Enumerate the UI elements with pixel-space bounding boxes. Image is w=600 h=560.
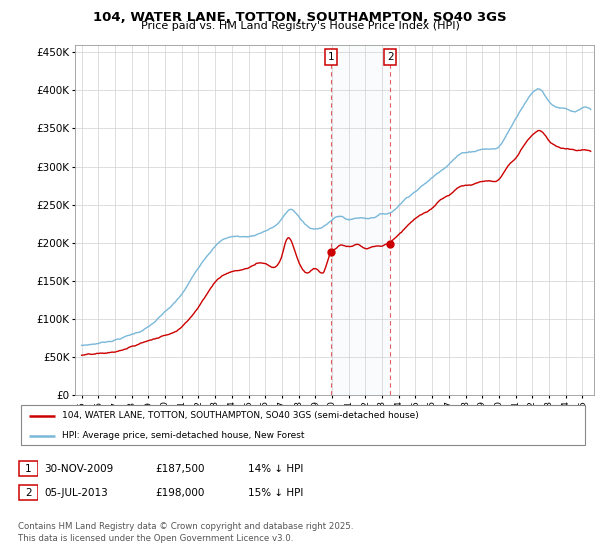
- Text: 05-JUL-2013: 05-JUL-2013: [44, 488, 108, 498]
- Text: 14% ↓ HPI: 14% ↓ HPI: [248, 464, 304, 474]
- Text: 2: 2: [387, 52, 394, 62]
- Text: 2: 2: [25, 488, 32, 498]
- Text: 104, WATER LANE, TOTTON, SOUTHAMPTON, SO40 3GS (semi-detached house): 104, WATER LANE, TOTTON, SOUTHAMPTON, SO…: [62, 411, 418, 420]
- Text: 30-NOV-2009: 30-NOV-2009: [44, 464, 113, 474]
- Text: Contains HM Land Registry data © Crown copyright and database right 2025.
This d: Contains HM Land Registry data © Crown c…: [18, 522, 353, 543]
- FancyBboxPatch shape: [19, 486, 38, 500]
- Text: 1: 1: [328, 52, 334, 62]
- Text: HPI: Average price, semi-detached house, New Forest: HPI: Average price, semi-detached house,…: [62, 431, 304, 440]
- Text: £198,000: £198,000: [155, 488, 205, 498]
- Text: Price paid vs. HM Land Registry's House Price Index (HPI): Price paid vs. HM Land Registry's House …: [140, 21, 460, 31]
- Bar: [331, 45, 391, 395]
- Text: 104, WATER LANE, TOTTON, SOUTHAMPTON, SO40 3GS: 104, WATER LANE, TOTTON, SOUTHAMPTON, SO…: [93, 11, 507, 24]
- FancyBboxPatch shape: [21, 405, 585, 445]
- Text: £187,500: £187,500: [155, 464, 205, 474]
- FancyBboxPatch shape: [19, 461, 38, 476]
- Text: 15% ↓ HPI: 15% ↓ HPI: [248, 488, 304, 498]
- Text: 1: 1: [25, 464, 32, 474]
